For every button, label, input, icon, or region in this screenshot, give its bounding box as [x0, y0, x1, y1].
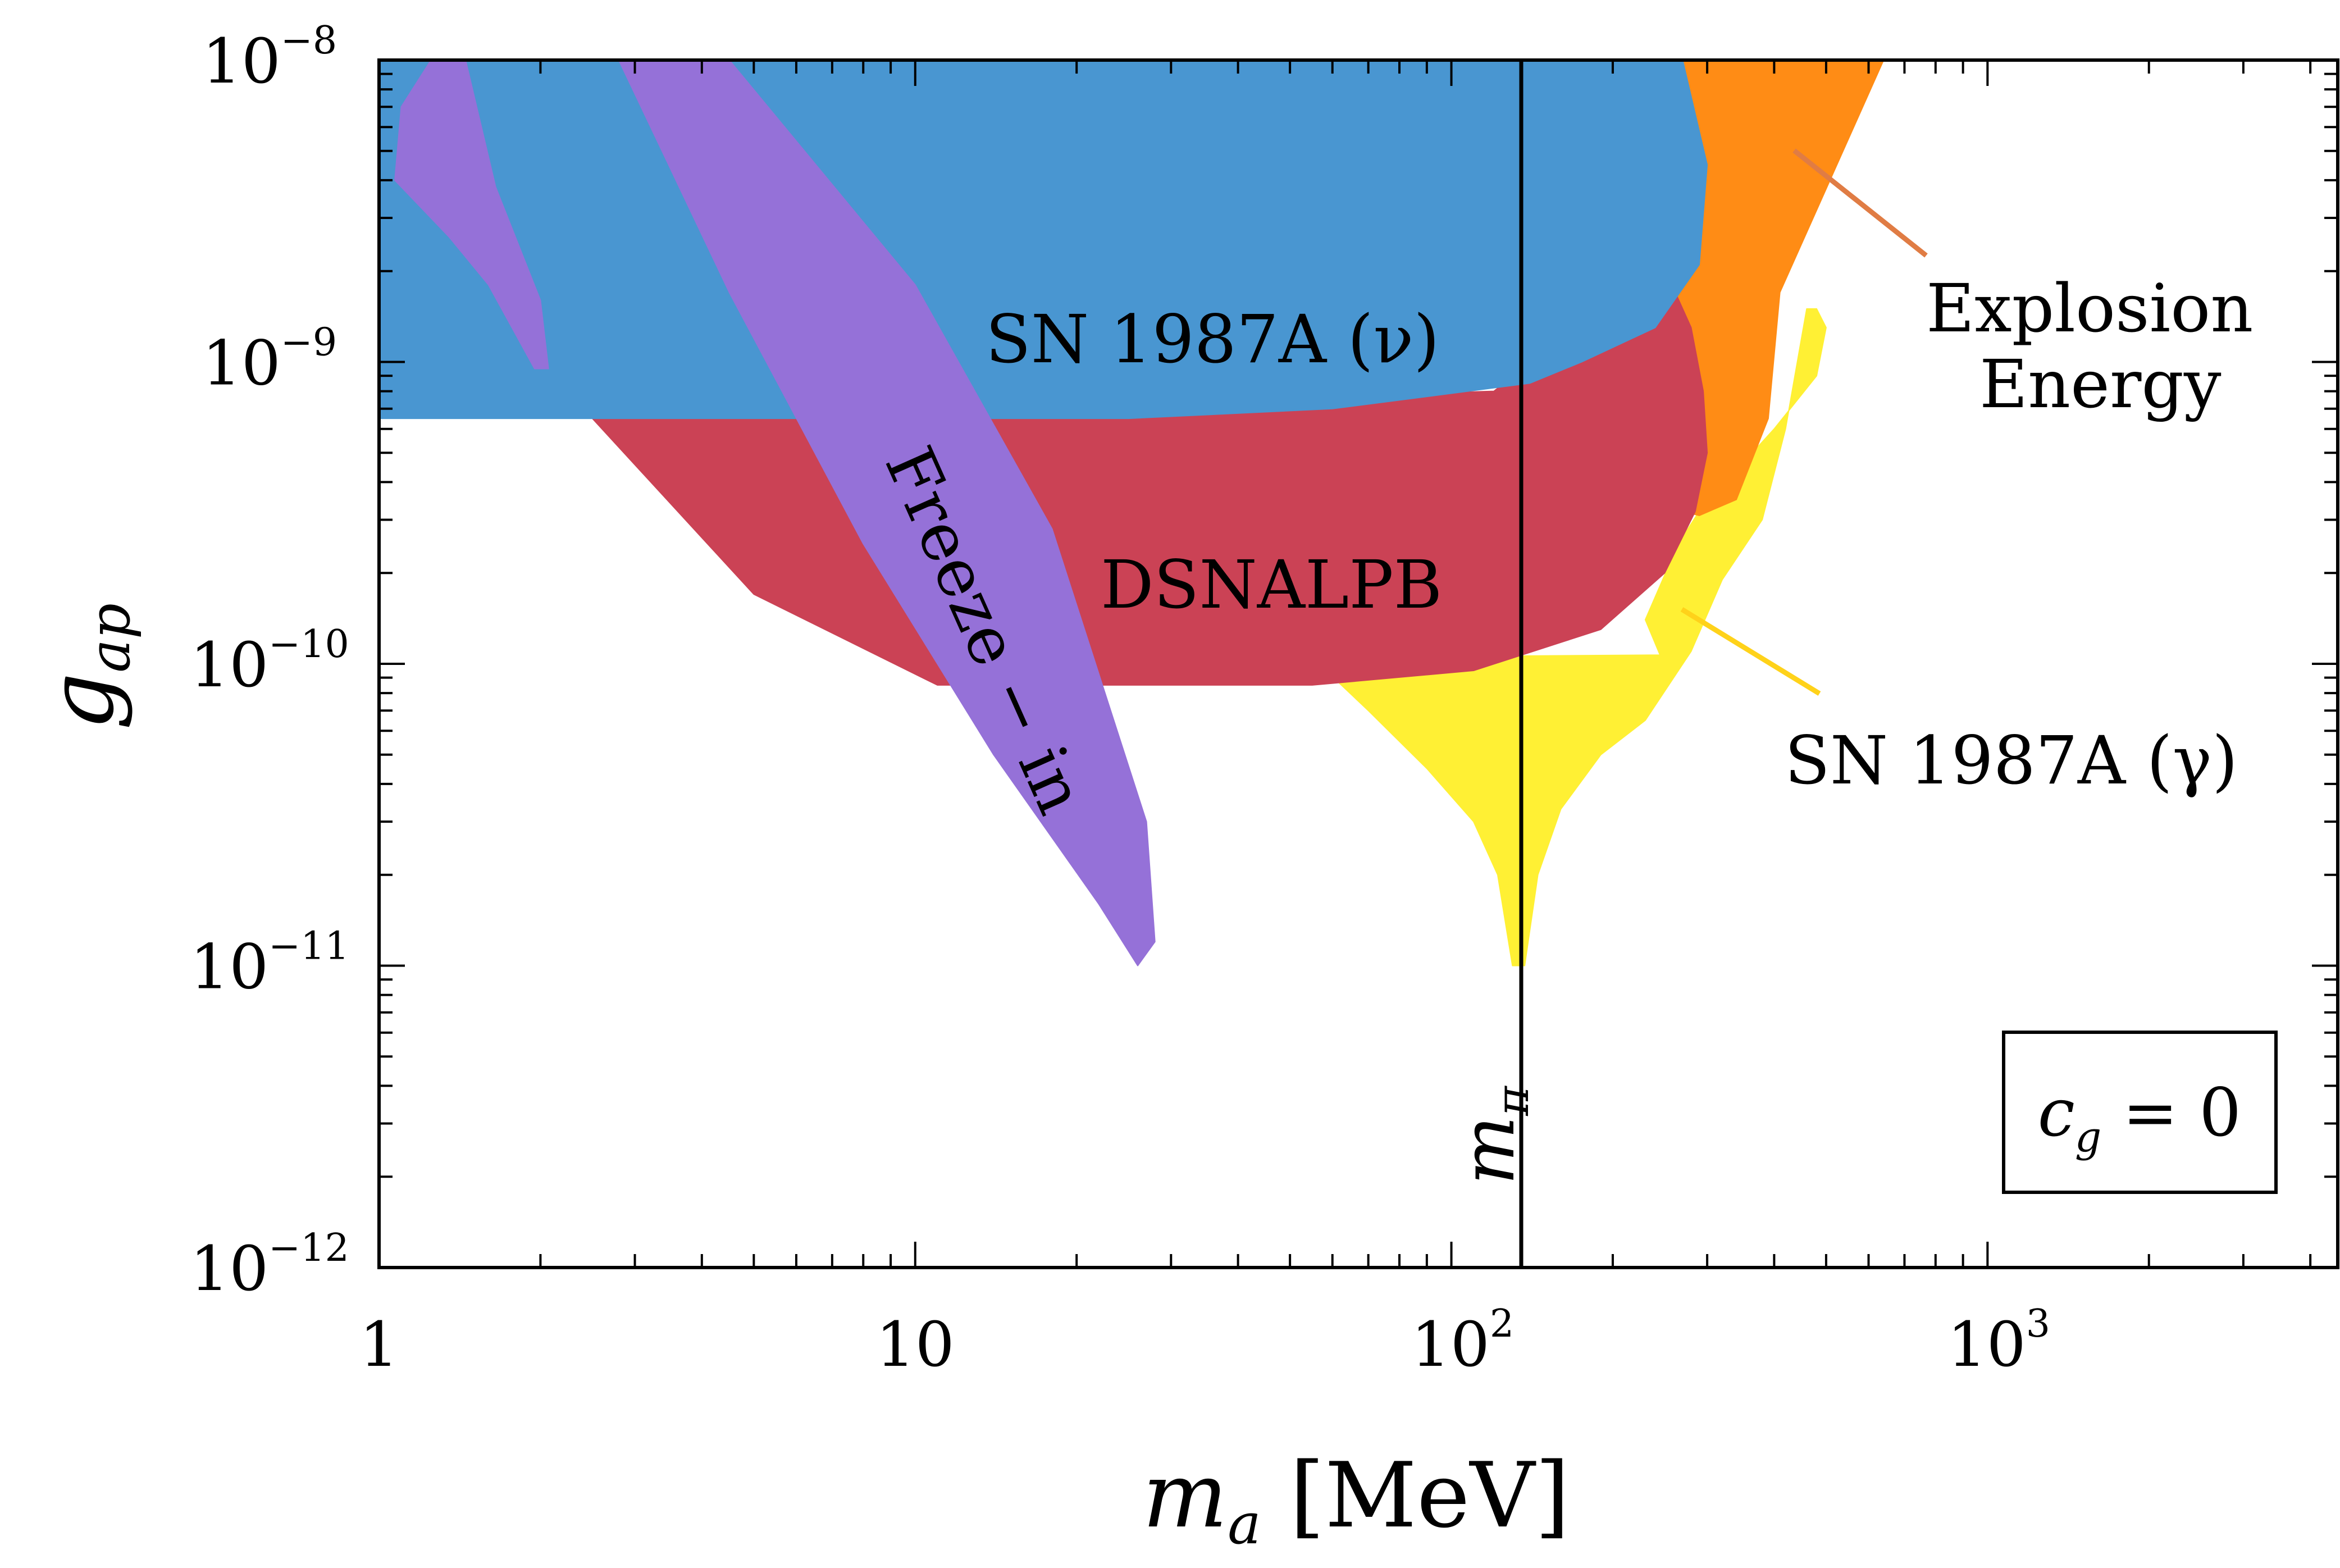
- x-tick-label: 102: [1411, 1302, 1514, 1380]
- label-explosion-line1: Explosion: [1926, 270, 2253, 347]
- tick-labels: 1 10 102 103 10−8 10−9 10−10 10−11 10−12: [190, 19, 2050, 1380]
- y-tick-label: 10−10: [190, 622, 349, 701]
- x-tick-label: 10: [876, 1309, 955, 1380]
- label-explosion-line2: Energy: [1979, 345, 2222, 423]
- y-axis-title: gap: [29, 603, 143, 730]
- y-tick-label: 10−9: [202, 321, 337, 399]
- y-tick-label: 10−8: [202, 19, 337, 97]
- m-pi-label: mπ: [1445, 1086, 1539, 1185]
- exclusion-regions: [379, 60, 1885, 967]
- pointer-explosion-energy: [1792, 148, 1928, 258]
- label-sn-nu: SN 1987A (ν): [986, 300, 1439, 378]
- region-5: [618, 60, 1156, 967]
- legend-text: cg = 0: [2038, 1074, 2241, 1161]
- region-4: [394, 60, 549, 370]
- y-tick-label: 10−11: [190, 924, 349, 1003]
- plot-frame: [377, 58, 2339, 1269]
- x-tick-label: 1: [359, 1309, 399, 1380]
- y-tick-label: 10−12: [190, 1226, 349, 1305]
- axis-ticks: [378, 60, 2338, 1269]
- x-axis-title: ma [MeV]: [1142, 1443, 1570, 1557]
- pointer-sn-gamma: [1680, 607, 1821, 696]
- x-tick-label: 103: [1947, 1302, 2050, 1380]
- label-dsnalpb: DSNALPB: [1101, 546, 1442, 623]
- legend-box: [2002, 1031, 2278, 1194]
- label-sn-gamma: SN 1987A (γ): [1785, 722, 2238, 799]
